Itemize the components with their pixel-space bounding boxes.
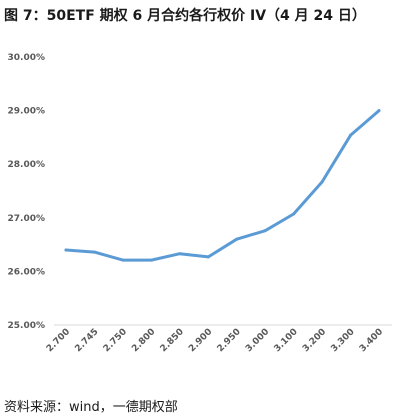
data-point [64,248,68,252]
x-tick-label: 2.750 [102,327,129,354]
x-tick-label: 3.100 [273,327,300,354]
chart-title: 图 7：50ETF 期权 6 月合约各行权价 IV（4 月 24 日） [4,8,366,24]
x-tick-label: 2.700 [45,327,72,354]
series-points [64,109,381,262]
x-tick-label: 2.745 [73,327,100,354]
data-point [206,255,210,259]
x-tick-label: 3.400 [358,327,385,354]
x-tick-label: 2.800 [130,327,157,354]
y-axis: 25.00% 26.00% 27.00% 28.00% 29.00% 30.00% [8,53,46,331]
x-axis: 2.700 2.745 2.750 2.800 2.850 2.900 2.950 3.000… [45,327,385,354]
iv-line-chart: 25.00% 26.00% 27.00% 28.00% 29.00% 30.00% 2.7… [8,53,392,354]
data-point [121,258,125,262]
data-point [235,237,239,241]
y-tick-label: 27.00% [8,214,46,224]
y-tick-label: 26.00% [8,267,46,277]
data-point [263,229,267,233]
x-tick-label: 3.200 [301,327,328,354]
data-point [149,258,153,262]
data-point [320,180,324,184]
data-point [178,252,182,256]
y-tick-label: 29.00% [8,107,46,117]
y-tick-label: 25.00% [8,321,46,331]
x-tick-label: 2.950 [216,327,243,354]
data-point [349,133,353,137]
series-line [64,109,381,262]
x-tick-label: 3.000 [244,327,271,354]
x-tick-label: 2.900 [187,327,214,354]
data-point [377,109,381,113]
x-tick-label: 3.300 [329,327,356,354]
source-note: 资料来源：wind，一德期权部 [4,400,178,415]
data-point [292,212,296,216]
y-tick-label: 30.00% [8,53,46,63]
y-tick-label: 28.00% [8,160,46,170]
data-point [92,250,96,254]
x-tick-label: 2.850 [159,327,186,354]
